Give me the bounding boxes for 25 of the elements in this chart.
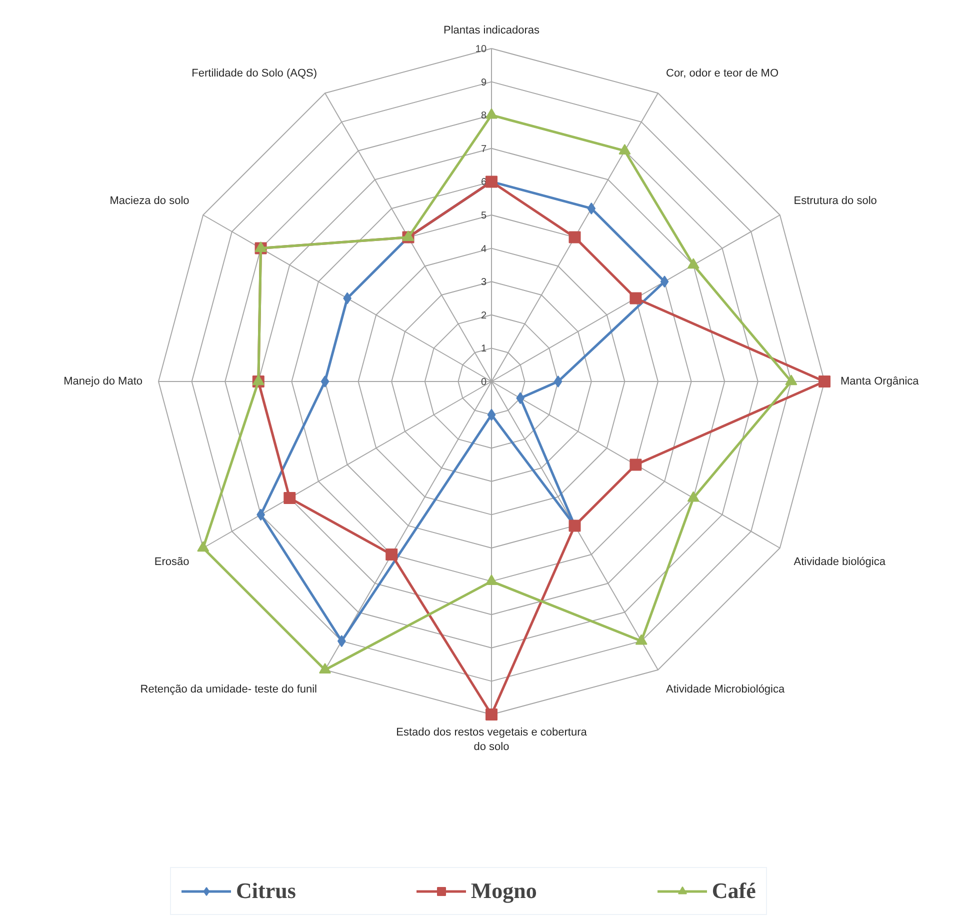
spoke-label: Atividade Microbiológica bbox=[666, 684, 786, 696]
legend-label: Mogno bbox=[470, 878, 537, 904]
spoke-label: Erosão bbox=[154, 556, 190, 568]
spoke-label: Plantas indicadoras bbox=[444, 24, 540, 36]
legend-label: Café bbox=[712, 878, 756, 904]
spoke-label: Fertilidade do Solo (AQS) bbox=[192, 67, 318, 80]
spoke-label: Atividade biológica bbox=[794, 556, 886, 568]
spoke-label: Macieza do solo bbox=[110, 195, 190, 207]
y-tick-label: 4 bbox=[480, 244, 487, 255]
y-tick-label: 8 bbox=[480, 110, 487, 122]
spoke-label: Estado dos restos vegetais e cobertura do solo bbox=[396, 726, 588, 753]
y-tick-label: 1 bbox=[480, 344, 487, 355]
spoke-label: Estrutura do solo bbox=[794, 195, 877, 207]
spoke-label: Manejo do Mato bbox=[64, 376, 143, 388]
spoke-label: Cor, odor e teor de MO bbox=[666, 67, 779, 80]
y-tick-label: 0 bbox=[480, 377, 487, 388]
y-tick-label: 3 bbox=[480, 277, 487, 288]
y-tick-label: 2 bbox=[480, 310, 487, 322]
y-tick-label: 5 bbox=[480, 210, 487, 222]
spoke-label: Retenção da umidade- teste do funil bbox=[140, 684, 318, 696]
y-tick-label: 7 bbox=[480, 144, 487, 155]
y-tick-label: 9 bbox=[480, 77, 487, 88]
y-tick-label: 10 bbox=[475, 44, 487, 55]
legend-label: Citrus bbox=[236, 878, 296, 904]
spoke-label: Manta Orgânica bbox=[840, 376, 920, 388]
